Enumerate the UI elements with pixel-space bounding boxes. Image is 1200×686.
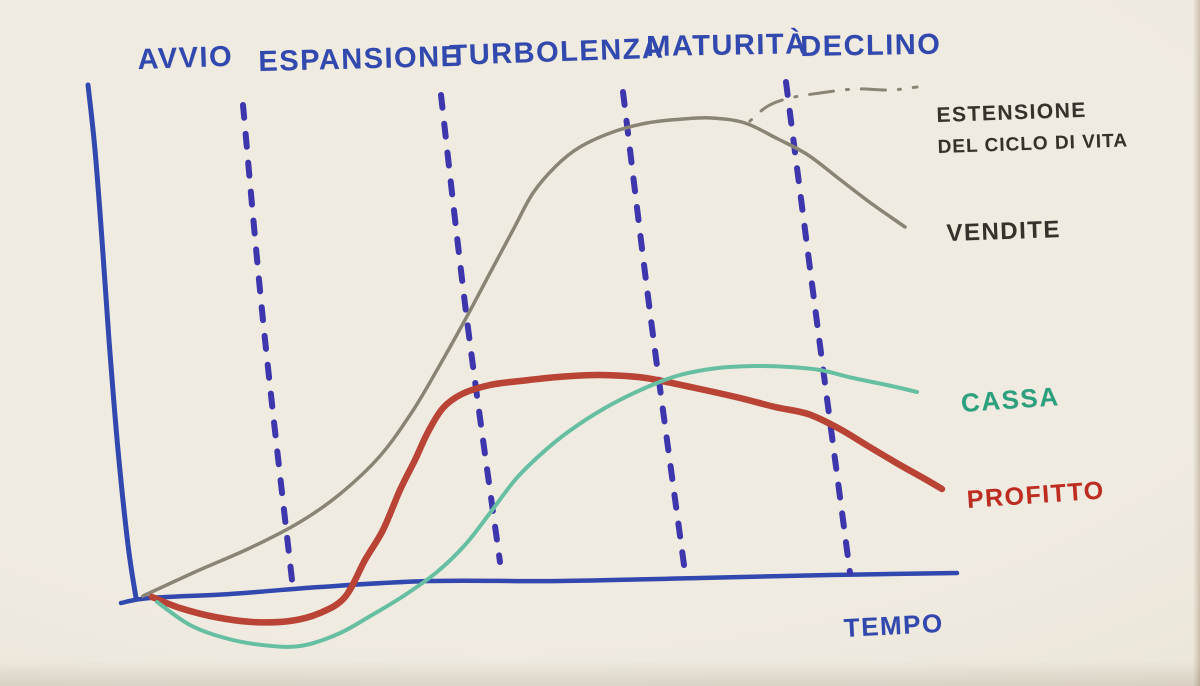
extension-curve — [748, 85, 919, 123]
divider-avvio-espansione — [240, 102, 295, 583]
whiteboard-bottom-shadow — [0, 660, 1200, 686]
phase-label-espansione: ESPANSIONE — [258, 40, 462, 78]
y-axis — [85, 82, 139, 601]
divider-espansione-turbolenza — [438, 92, 503, 565]
divider-maturita-declino — [783, 79, 853, 576]
extension-curve-label: ESTENSIONE DEL CICLO DI VITA — [936, 93, 1129, 162]
vendite-curve — [141, 115, 907, 598]
phase-label-avvio: AVVIO — [137, 40, 234, 76]
phase-label-declino: DECLINO — [800, 28, 942, 63]
phase-label-maturita: MATURITÀ — [646, 28, 808, 63]
whiteboard-right-edge — [1193, 0, 1200, 686]
x-axis-label-tempo: TEMPO — [843, 607, 945, 643]
divider-turbolenza-maturita — [620, 89, 687, 568]
x-axis — [118, 570, 960, 606]
cassa-curve — [155, 363, 919, 649]
profitto-curve — [148, 371, 946, 626]
vendite-curve-label: VENDITE — [946, 216, 1062, 247]
